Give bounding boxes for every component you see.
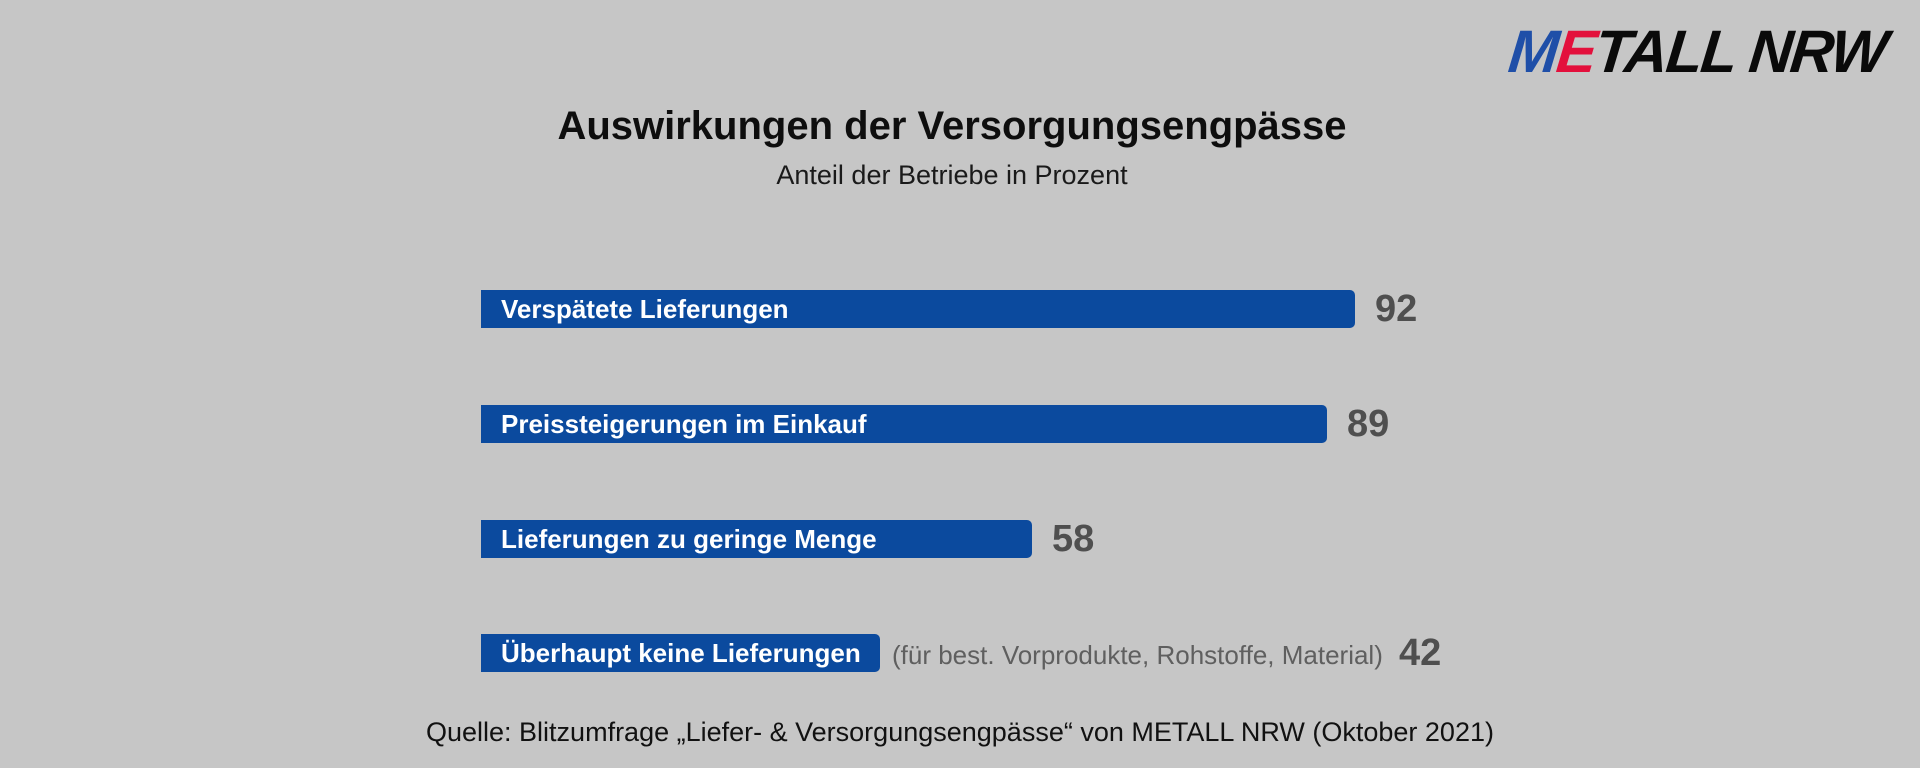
- bar: Überhaupt keine Lieferungen: [481, 634, 880, 672]
- chart-subtitle: Anteil der Betriebe in Prozent: [776, 160, 1128, 190]
- value-label: 92: [1375, 288, 1418, 330]
- source-note: Quelle: Blitzumfrage „Liefer- & Versorgu…: [426, 717, 1494, 747]
- bar-label: Lieferungen zu geringe Menge: [501, 524, 877, 554]
- bar-annotation: (für best. Vorprodukte, Rohstoffe, Mater…: [892, 640, 1383, 670]
- value-label: 89: [1347, 403, 1390, 445]
- bar-label: Überhaupt keine Lieferungen: [501, 638, 861, 668]
- metall-nrw-logo: METALL NRW: [1505, 18, 1890, 85]
- bar-label: Preissteigerungen im Einkauf: [501, 409, 867, 439]
- bar: Verspätete Lieferungen: [481, 290, 1355, 328]
- bar-label: Verspätete Lieferungen: [501, 294, 789, 324]
- chart-title: Auswirkungen der Versorgungsengpässe: [557, 104, 1347, 148]
- value-label: 42: [1399, 632, 1442, 674]
- value-label: 58: [1052, 518, 1095, 560]
- bar: Preissteigerungen im Einkauf: [481, 405, 1327, 443]
- bar: Lieferungen zu geringe Menge: [481, 520, 1032, 558]
